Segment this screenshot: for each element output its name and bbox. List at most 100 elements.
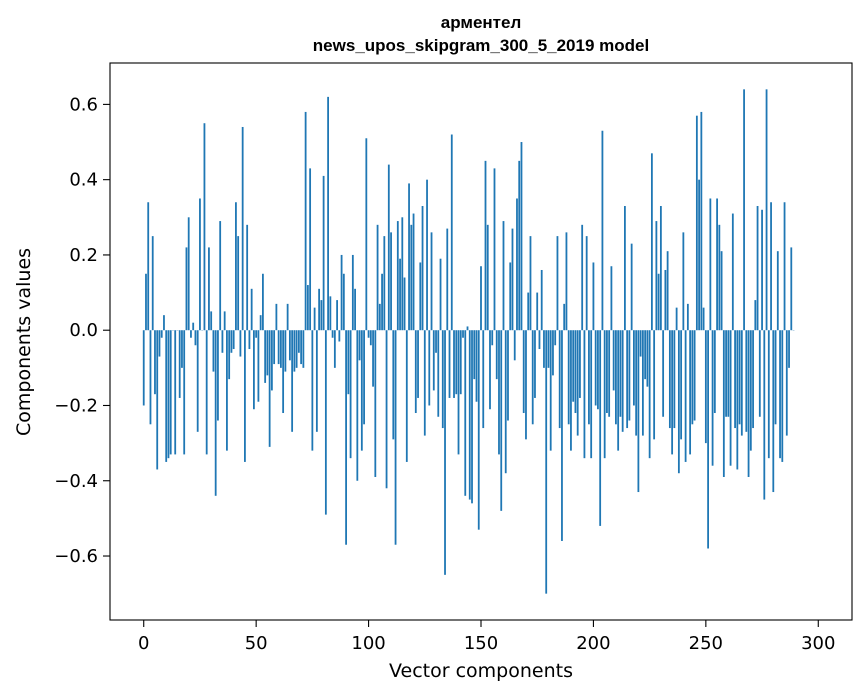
bar (749, 330, 752, 451)
bar (767, 330, 770, 459)
bar (590, 330, 593, 459)
bar (390, 232, 392, 331)
bar (185, 247, 188, 331)
bar (300, 330, 303, 365)
bar (304, 111, 307, 331)
bar (160, 330, 163, 338)
bar (615, 330, 617, 425)
bar (219, 221, 222, 331)
bar (482, 330, 485, 429)
bar (758, 330, 761, 417)
bar (682, 232, 685, 331)
bar (650, 153, 653, 331)
bar (358, 330, 361, 361)
bar (734, 330, 736, 429)
bar (581, 224, 584, 331)
bar (480, 266, 482, 331)
bar (217, 330, 219, 421)
bar (262, 273, 264, 331)
bar (720, 251, 723, 331)
bar (527, 292, 530, 331)
bar (659, 206, 662, 331)
chart-title: арментел (441, 13, 522, 32)
bar (327, 96, 329, 331)
x-tick-label: 200 (576, 633, 610, 654)
bar (561, 330, 563, 541)
bar (421, 206, 424, 331)
bar (610, 266, 613, 331)
bar (306, 285, 309, 331)
bar (673, 330, 676, 429)
bar (142, 330, 145, 406)
bar (563, 303, 566, 331)
bar (324, 330, 327, 515)
bar (630, 243, 633, 331)
bar (790, 247, 793, 331)
bar (520, 142, 523, 331)
bar (349, 330, 352, 459)
bar (774, 330, 777, 425)
bar (785, 330, 788, 436)
bar (770, 202, 772, 331)
bar (414, 330, 417, 414)
bar (543, 330, 545, 368)
bar (255, 330, 258, 338)
bar (405, 330, 408, 462)
bar (354, 288, 356, 331)
bar (275, 303, 278, 331)
bar (772, 330, 775, 493)
bar (655, 221, 658, 331)
bar (502, 221, 505, 331)
bar (331, 330, 334, 338)
bar (430, 232, 433, 331)
bar (270, 330, 273, 391)
bar (713, 330, 716, 414)
bar (547, 330, 550, 368)
bar (489, 330, 491, 410)
bar (513, 330, 516, 361)
bar (284, 330, 287, 372)
bar (401, 217, 404, 331)
bar (664, 269, 667, 331)
bar (167, 330, 170, 459)
bar (693, 330, 696, 421)
bar (740, 330, 743, 436)
bar (178, 330, 181, 398)
bar (156, 330, 159, 470)
x-tick-label: 100 (351, 633, 385, 654)
bar (444, 330, 446, 575)
x-axis-ticks: 0 50 100 150 200 250 300 (138, 620, 835, 654)
bar (738, 330, 741, 425)
bar (567, 330, 570, 425)
bar (437, 330, 440, 417)
bar (423, 330, 426, 436)
bar (680, 330, 683, 440)
bar (788, 330, 790, 368)
bar (637, 330, 640, 493)
bar (351, 254, 354, 331)
bar (246, 224, 249, 331)
bar (588, 330, 590, 425)
bar (522, 330, 525, 414)
bar (223, 311, 226, 331)
bar (372, 330, 374, 387)
bar (556, 236, 559, 331)
bar (684, 330, 687, 462)
bar (228, 330, 231, 380)
bar (727, 330, 730, 417)
bar (641, 330, 644, 436)
bar (509, 262, 512, 331)
bar (722, 330, 725, 477)
bar (599, 330, 602, 526)
bar (558, 330, 561, 429)
bar (462, 330, 464, 338)
bar (747, 330, 750, 477)
bar (457, 330, 460, 455)
bar (313, 307, 316, 331)
bar (187, 217, 190, 331)
bar (147, 202, 150, 331)
x-tick-label: 300 (801, 633, 835, 654)
bar (410, 224, 413, 331)
bar (597, 330, 599, 410)
bar (668, 330, 671, 429)
